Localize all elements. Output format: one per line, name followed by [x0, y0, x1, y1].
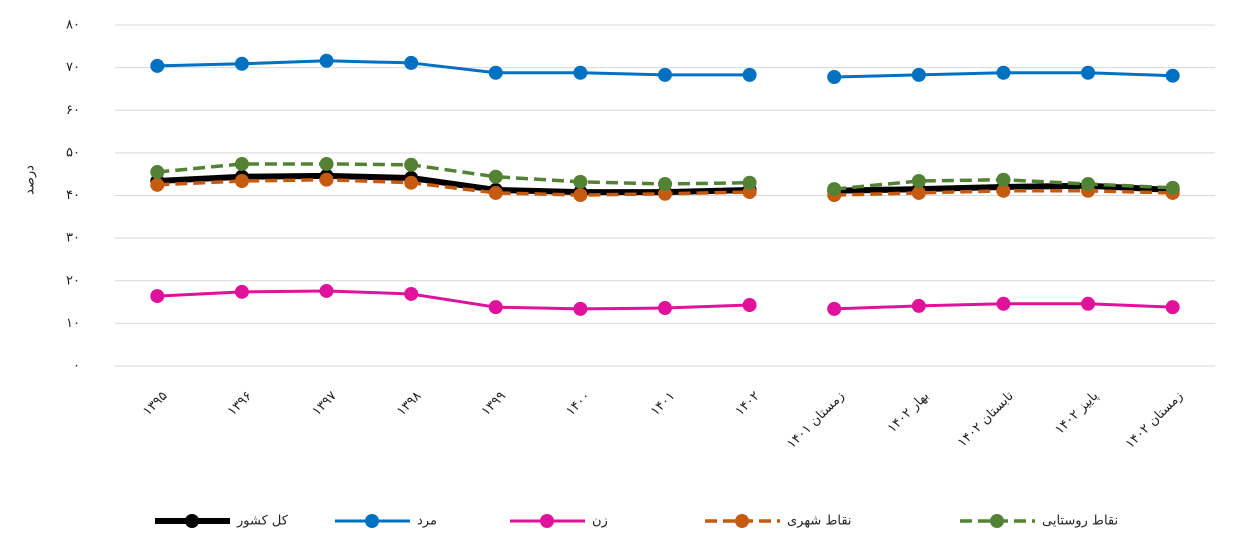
data-point — [404, 286, 419, 301]
data-point — [234, 174, 249, 189]
data-point — [658, 176, 672, 191]
legend-label: کل کشور — [236, 514, 289, 529]
series-line — [157, 177, 750, 197]
x-tick-label: پاییز ۱۴۰۲ — [1052, 388, 1101, 437]
x-tick-label: ۱۳۹۸ — [394, 389, 424, 419]
series-line — [157, 289, 750, 311]
legend-marker — [185, 514, 199, 528]
legend-label: نقاط شهری — [787, 514, 852, 529]
y-tick-label: ۸۰ — [66, 18, 80, 33]
y-tick-label: ۶۰ — [66, 103, 80, 118]
x-tick-label: ۱۳۹۹ — [479, 389, 509, 419]
y-tick-label: ۱۰ — [66, 316, 80, 331]
series-line — [157, 59, 750, 77]
data-point — [319, 172, 334, 187]
data-point — [234, 284, 249, 299]
data-point — [488, 185, 503, 200]
x-tick-label: تابستان ۱۴۰۲ — [955, 388, 1017, 450]
data-point — [404, 55, 419, 70]
data-point — [658, 301, 672, 316]
y-tick-label: ۴۰ — [66, 188, 80, 203]
data-point — [319, 283, 334, 298]
data-point — [911, 185, 926, 200]
data-point — [996, 172, 1011, 187]
data-point — [488, 300, 503, 315]
y-tick-label: ۳۰ — [66, 231, 80, 246]
legend-marker — [990, 514, 1004, 528]
legend-marker — [735, 514, 749, 528]
data-point — [488, 169, 503, 184]
data-point — [742, 298, 757, 313]
data-point — [827, 70, 842, 85]
data-point — [573, 188, 588, 203]
data-point — [150, 58, 165, 73]
y-axis-label: درصد — [23, 165, 38, 195]
y-tick-label: ۰ — [73, 359, 80, 374]
x-tick-label: ۱۴۰۲ — [733, 389, 763, 419]
data-point — [319, 156, 334, 171]
data-point — [911, 67, 926, 82]
data-point — [1165, 300, 1180, 315]
data-point — [658, 186, 672, 201]
data-point — [827, 182, 842, 197]
data-point — [573, 301, 588, 316]
x-tick-label: ۱۳۹۶ — [225, 389, 255, 419]
data-point — [827, 301, 842, 316]
data-point — [150, 177, 165, 192]
x-tick-label: ۱۴۰۱ — [648, 389, 678, 419]
data-point — [658, 67, 672, 82]
data-point — [742, 67, 757, 82]
data-point — [234, 156, 249, 171]
x-tick-label: بهار ۱۴۰۲ — [885, 389, 932, 436]
data-point — [742, 175, 757, 190]
data-point — [1081, 65, 1096, 80]
data-point — [150, 165, 165, 180]
data-point — [1165, 180, 1180, 195]
x-tick-label: ۱۴۰۰ — [563, 389, 593, 419]
data-point — [996, 296, 1011, 311]
data-point — [150, 289, 165, 304]
data-point — [1081, 176, 1096, 191]
y-tick-label: ۲۰ — [66, 273, 80, 288]
data-point — [234, 56, 249, 71]
data-point — [1081, 296, 1096, 311]
data-point — [319, 53, 334, 68]
series-line — [157, 172, 750, 196]
y-tick-label: ۵۰ — [66, 145, 80, 160]
legend-label: مرد — [417, 514, 437, 529]
legend-marker — [365, 514, 379, 528]
data-point — [404, 175, 419, 190]
data-point — [404, 157, 419, 172]
data-point — [911, 174, 926, 189]
data-point — [996, 65, 1011, 80]
x-tick-label: زمستان ۱۴۰۲ — [1123, 389, 1186, 452]
series-line — [157, 162, 750, 186]
legend-label: زن — [592, 514, 608, 529]
x-tick-label: زمستان ۱۴۰۱ — [784, 389, 847, 452]
data-point — [911, 298, 926, 313]
legend-marker — [540, 514, 554, 528]
data-point — [488, 65, 503, 80]
legend-label: نقاط روستایی — [1042, 514, 1118, 529]
data-point — [996, 183, 1011, 198]
data-point — [1165, 68, 1180, 83]
data-point — [573, 65, 588, 80]
x-tick-label: ۱۳۹۷ — [309, 389, 339, 419]
data-point — [573, 174, 588, 189]
x-tick-label: ۱۳۹۵ — [140, 389, 170, 419]
y-tick-label: ۷۰ — [66, 60, 80, 75]
